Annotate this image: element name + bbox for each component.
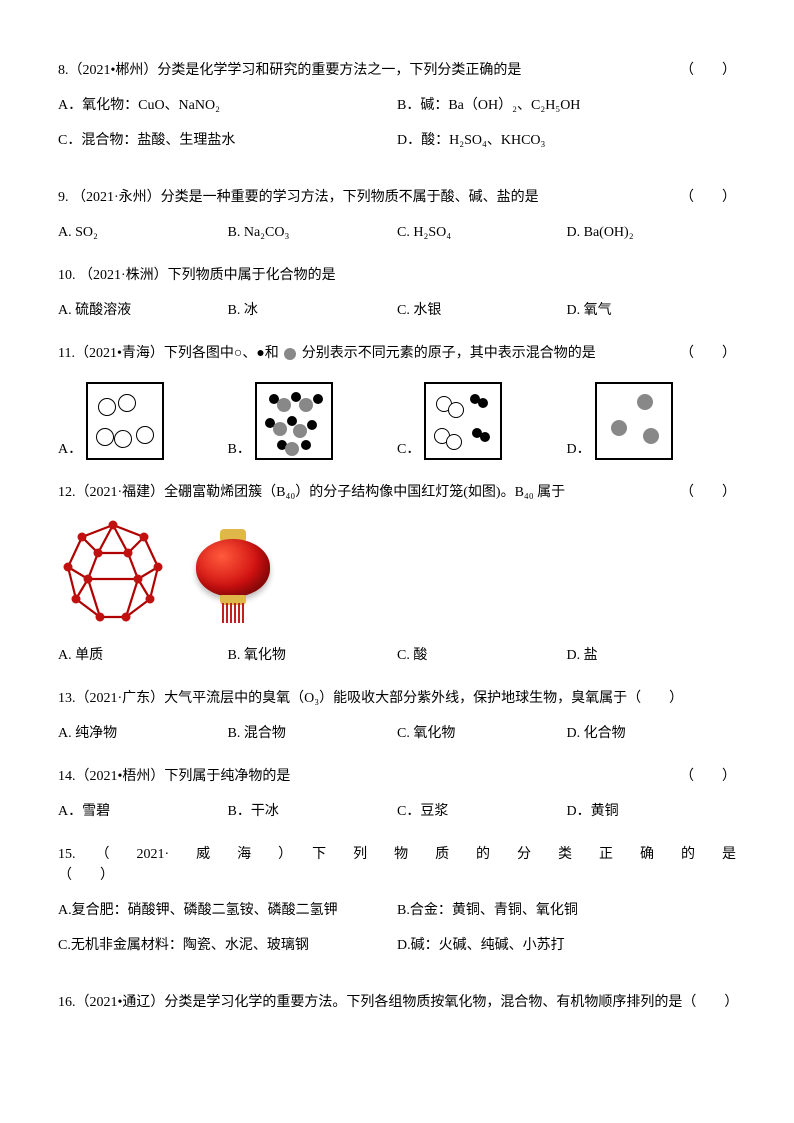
q15-stem-block: 15. （ 2021· 威 海 ） 下 列 物 质 的 分 类 正 确 的 是 …: [58, 844, 736, 886]
q14-opt-b: B．干冰: [228, 801, 398, 822]
q11-diagram-b: [255, 382, 333, 460]
q9-opt-c: C. H₂SO₄: [397, 222, 567, 243]
q9-options: A. SO₂ B. Na₂CO₃ C. H₂SO₄ D. Ba(OH)₂: [58, 222, 736, 243]
q13-opt-c: C. 氧化物: [397, 723, 567, 744]
q15-opt-b: B.合金：黄铜、青铜、氧化铜: [397, 900, 736, 921]
question-8: 8.（2021•郴州）分类是化学学习和研究的重要方法之一，下列分类正确的是 （ …: [58, 60, 736, 165]
q13-options: A. 纯净物 B. 混合物 C. 氧化物 D. 化合物: [58, 723, 736, 744]
q9-opt-d: D. Ba(OH)₂: [567, 222, 737, 243]
q8-opt-a: A．氧化物：CuO、NaNO₂: [58, 95, 397, 116]
q11-b-label: B．: [228, 439, 251, 460]
question-10: 10. （2021·株洲）下列物质中属于化合物的是 A. 硫酸溶液 B. 冰 C…: [58, 265, 736, 321]
q12-opt-b: B. 氧化物: [228, 645, 398, 666]
q11-stem: 11.（2021•青海）下列各图中○、●和 分别表示不同元素的原子，其中表示混合…: [58, 343, 672, 364]
q14-stem-row: 14.（2021•梧州）下列属于纯净物的是 （ ）: [58, 766, 736, 787]
q8-opt-d: D．酸：H₂SO₄、KHCO₃: [397, 130, 736, 151]
q16-stem-row: 16.（2021•通辽）分类是学习化学的重要方法。下列各组物质按氧化物，混合物、…: [58, 992, 736, 1013]
q14-paren: （ ）: [672, 766, 736, 787]
q11-a-label: A．: [58, 439, 82, 460]
q14-opt-d: D．黄铜: [567, 801, 737, 822]
q15-options: A.复合肥：硝酸钾、磷酸二氢铵、磷酸二氢钾 B.合金：黄铜、青铜、氧化铜 C.无…: [58, 900, 736, 970]
q11-stem-row: 11.（2021•青海）下列各图中○、●和 分别表示不同元素的原子，其中表示混合…: [58, 343, 736, 364]
q11-diagram-c: [424, 382, 502, 460]
q9-stem: 9. （2021·永州）分类是一种重要的学习方法，下列物质不属于酸、碱、盐的是: [58, 187, 672, 208]
q12-opt-d: D. 盐: [567, 645, 737, 666]
q15-stem: 15. （ 2021· 威 海 ） 下 列 物 质 的 分 类 正 确 的 是: [58, 844, 736, 865]
question-12: 12.（2021·福建）全硼富勒烯团簇（B₄₀）的分子结构像中国红灯笼(如图)。…: [58, 482, 736, 666]
q10-stem-row: 10. （2021·株洲）下列物质中属于化合物的是: [58, 265, 736, 286]
q13-opt-d: D. 化合物: [567, 723, 737, 744]
question-11: 11.（2021•青海）下列各图中○、●和 分别表示不同元素的原子，其中表示混合…: [58, 343, 736, 460]
q9-paren: （ ）: [672, 187, 736, 208]
q12-options: A. 单质 B. 氧化物 C. 酸 D. 盐: [58, 645, 736, 666]
q9-opt-a: A. SO₂: [58, 222, 228, 243]
question-14: 14.（2021•梧州）下列属于纯净物的是 （ ） A．雪碧 B．干冰 C．豆浆…: [58, 766, 736, 822]
q15-opt-a: A.复合肥：硝酸钾、磷酸二氢铵、磷酸二氢钾: [58, 900, 397, 921]
q13-opt-a: A. 纯净物: [58, 723, 228, 744]
q10-opt-d: D. 氧气: [567, 300, 737, 321]
question-15: 15. （ 2021· 威 海 ） 下 列 物 质 的 分 类 正 确 的 是 …: [58, 844, 736, 970]
q12-figure: [58, 517, 736, 627]
q8-stem-row: 8.（2021•郴州）分类是化学学习和研究的重要方法之一，下列分类正确的是 （ …: [58, 60, 736, 81]
q10-opt-b: B. 冰: [228, 300, 398, 321]
q8-paren: （ ）: [672, 60, 736, 81]
q8-opt-c: C．混合物：盐酸、生理盐水: [58, 130, 397, 151]
q15-opt-d: D.碱：火碱、纯碱、小苏打: [397, 935, 736, 956]
q13-stem-row: 13.（2021·广东）大气平流层中的臭氧（O₃）能吸收大部分紫外线，保护地球生…: [58, 688, 736, 709]
q11-stem-pre: 11.（2021•青海）下列各图中○、●和: [58, 346, 279, 361]
q14-options: A．雪碧 B．干冰 C．豆浆 D．黄铜: [58, 801, 736, 822]
question-16: 16.（2021•通辽）分类是学习化学的重要方法。下列各组物质按氧化物，混合物、…: [58, 992, 736, 1013]
q16-stem: 16.（2021•通辽）分类是学习化学的重要方法。下列各组物质按氧化物，混合物、…: [58, 992, 736, 1013]
q10-stem: 10. （2021·株洲）下列物质中属于化合物的是: [58, 265, 736, 286]
q8-options: A．氧化物：CuO、NaNO₂ B．碱：Ba（OH）₂、C₂H₅OH C．混合物…: [58, 95, 736, 165]
q10-opt-c: C. 水银: [397, 300, 567, 321]
q12-opt-a: A. 单质: [58, 645, 228, 666]
q11-opt-c: C．: [397, 382, 567, 460]
q12-paren: （ ）: [672, 482, 736, 503]
q8-opt-b: B．碱：Ba（OH）₂、C₂H₅OH: [397, 95, 736, 116]
q11-opt-b: B．: [228, 382, 398, 460]
q11-paren: （ ）: [672, 343, 736, 364]
q11-c-label: C．: [397, 439, 420, 460]
q11-stem-post: 分别表示不同元素的原子，其中表示混合物的是: [302, 346, 596, 361]
q10-opt-a: A. 硫酸溶液: [58, 300, 228, 321]
q12-opt-c: C. 酸: [397, 645, 567, 666]
q11-opt-d: D．: [567, 382, 737, 460]
lantern-icon: [178, 527, 288, 617]
q11-diagram-a: [86, 382, 164, 460]
q12-stem: 12.（2021·福建）全硼富勒烯团簇（B₄₀）的分子结构像中国红灯笼(如图)。…: [58, 482, 672, 503]
q13-stem: 13.（2021·广东）大气平流层中的臭氧（O₃）能吸收大部分紫外线，保护地球生…: [58, 688, 736, 709]
q14-stem: 14.（2021•梧州）下列属于纯净物的是: [58, 766, 672, 787]
question-13: 13.（2021·广东）大气平流层中的臭氧（O₃）能吸收大部分紫外线，保护地球生…: [58, 688, 736, 744]
q11-options: A． B．: [58, 382, 736, 460]
fullerene-icon: [58, 517, 168, 627]
gray-atom-icon: [284, 348, 296, 360]
q9-opt-b: B. Na₂CO₃: [228, 222, 398, 243]
q11-diagram-d: [595, 382, 673, 460]
q9-stem-row: 9. （2021·永州）分类是一种重要的学习方法，下列物质不属于酸、碱、盐的是 …: [58, 187, 736, 208]
q11-opt-a: A．: [58, 382, 228, 460]
question-9: 9. （2021·永州）分类是一种重要的学习方法，下列物质不属于酸、碱、盐的是 …: [58, 187, 736, 243]
q13-opt-b: B. 混合物: [228, 723, 398, 744]
q12-stem-row: 12.（2021·福建）全硼富勒烯团簇（B₄₀）的分子结构像中国红灯笼(如图)。…: [58, 482, 736, 503]
q8-stem: 8.（2021•郴州）分类是化学学习和研究的重要方法之一，下列分类正确的是: [58, 60, 672, 81]
q11-d-label: D．: [567, 439, 591, 460]
q14-opt-c: C．豆浆: [397, 801, 567, 822]
q15-opt-c: C.无机非金属材料：陶瓷、水泥、玻璃钢: [58, 935, 397, 956]
q14-opt-a: A．雪碧: [58, 801, 228, 822]
q15-paren: （ ）: [58, 865, 736, 886]
q10-options: A. 硫酸溶液 B. 冰 C. 水银 D. 氧气: [58, 300, 736, 321]
